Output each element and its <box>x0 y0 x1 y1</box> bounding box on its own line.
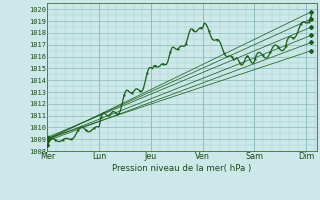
X-axis label: Pression niveau de la mer( hPa ): Pression niveau de la mer( hPa ) <box>112 164 252 173</box>
